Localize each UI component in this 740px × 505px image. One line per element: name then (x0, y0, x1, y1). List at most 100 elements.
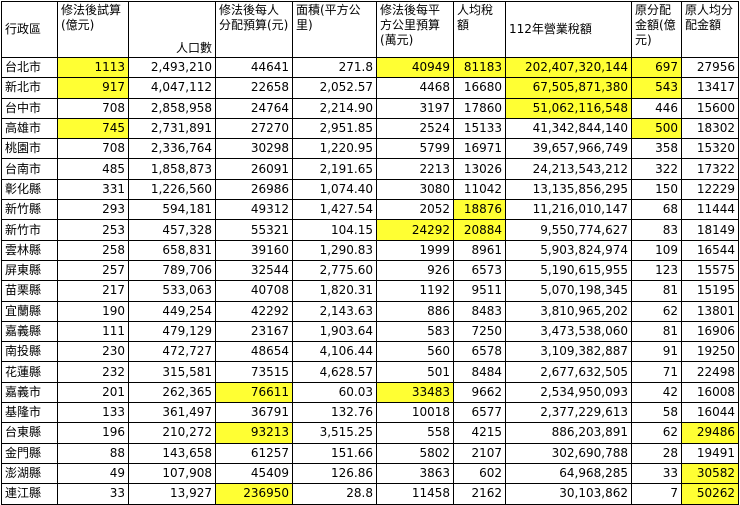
cell-tax-per-capita: 17860 (453, 97, 506, 119)
cell-revised-per-km2: 3197 (376, 97, 454, 119)
cell-original-per-capita: 17322 (681, 158, 739, 180)
cell-revised-per-capita: 61257 (215, 442, 293, 464)
cell-revised-per-capita: 36791 (215, 402, 293, 424)
cell-area: 1,820.31 (292, 280, 377, 302)
cell-revised-per-capita: 26986 (215, 178, 293, 201)
cell-revised-per-km2: 2052 (376, 199, 454, 221)
cell-business-tax-112: 11,216,010,147 (505, 199, 632, 221)
cell-district: 金門縣 (1, 442, 58, 464)
cell-original-per-capita: 50262 (681, 483, 739, 505)
table-row: 台中市 708 2,858,958 24764 2,214.90 3197 17860 51,… (1, 97, 739, 119)
cell-original-allocation: 697 (631, 56, 682, 79)
cell-original-per-capita: 15195 (681, 280, 739, 302)
cell-original-per-capita: 15575 (681, 259, 739, 282)
cell-area: 1,903.64 (292, 320, 377, 343)
cell-district: 苗栗縣 (1, 280, 58, 302)
cell-revised-per-capita: 40708 (215, 280, 293, 302)
header-district: 行政區 (1, 1, 58, 58)
cell-business-tax-112: 5,190,615,955 (505, 259, 632, 282)
cell-original-allocation: 358 (631, 138, 682, 160)
cell-original-allocation: 150 (631, 178, 682, 201)
cell-revised-per-km2: 5799 (376, 138, 454, 160)
cell-district: 澎湖縣 (1, 462, 58, 485)
cell-business-tax-112: 2,534,950,093 (505, 381, 632, 404)
cell-population: 143,658 (128, 442, 216, 464)
cell-original-allocation: 71 (631, 361, 682, 383)
cell-population: 262,365 (128, 381, 216, 404)
cell-revised-per-km2: 558 (376, 422, 454, 444)
cell-district: 新竹縣 (1, 199, 58, 221)
cell-area: 2,214.90 (292, 97, 377, 119)
cell-revised-per-capita: 49312 (215, 199, 293, 221)
cell-area: 1,074.40 (292, 178, 377, 201)
cell-district: 宜蘭縣 (1, 300, 58, 322)
cell-population: 210,272 (128, 422, 216, 444)
cell-original-per-capita: 16008 (681, 381, 739, 404)
cell-population: 107,908 (128, 462, 216, 485)
cell-district: 台中市 (1, 97, 58, 119)
table-row: 台北市 1113 2,493,210 44641 271.8 40949 81183 202,… (1, 56, 739, 79)
cell-revised-per-km2: 5802 (376, 442, 454, 464)
cell-population: 1,858,873 (128, 158, 216, 180)
cell-revised-per-capita: 236950 (215, 483, 293, 505)
cell-tax-per-capita: 602 (453, 462, 506, 485)
cell-original-allocation: 42 (631, 381, 682, 404)
cell-original-per-capita: 13417 (681, 77, 739, 99)
cell-population: 2,858,958 (128, 97, 216, 119)
cell-business-tax-112: 9,550,774,627 (505, 219, 632, 241)
table-row: 彰化縣 331 1,226,560 26986 1,074.40 3080 11042 13,… (1, 178, 739, 201)
cell-original-allocation: 500 (631, 117, 682, 140)
header-original-per-capita: 原人均分配金額 (681, 1, 739, 58)
cell-business-tax-112: 51,062,116,548 (505, 97, 632, 119)
cell-district: 台南市 (1, 158, 58, 180)
cell-area: 271.8 (292, 56, 377, 79)
cell-area: 4,628.57 (292, 361, 377, 383)
table-row: 宜蘭縣 190 449,254 42292 2,143.63 886 8483 3,810,9… (1, 300, 739, 322)
cell-tax-per-capita: 4215 (453, 422, 506, 444)
cell-original-per-capita: 29486 (681, 422, 739, 444)
table-body: 台北市 1113 2,493,210 44641 271.8 40949 81183 202,… (1, 56, 739, 505)
cell-original-per-capita: 19250 (681, 341, 739, 363)
cell-revised-per-capita: 39160 (215, 239, 293, 261)
table-row: 新竹縣 293 594,181 49312 1,427.54 2052 18876 11,21… (1, 199, 739, 221)
cell-revised-per-capita: 22658 (215, 77, 293, 99)
cell-original-allocation: 33 (631, 462, 682, 485)
cell-district: 嘉義市 (1, 381, 58, 404)
cell-original-per-capita: 15320 (681, 138, 739, 160)
cell-revised-per-capita: 32544 (215, 259, 293, 282)
cell-original-per-capita: 30582 (681, 462, 739, 485)
cell-revised-estimate: 257 (57, 259, 129, 282)
cell-revised-per-km2: 560 (376, 341, 454, 363)
cell-original-allocation: 81 (631, 320, 682, 343)
cell-revised-per-km2: 926 (376, 259, 454, 282)
header-tax-per-capita: 人均稅額 (453, 1, 506, 58)
cell-original-per-capita: 27956 (681, 56, 739, 79)
cell-population: 2,493,210 (128, 56, 216, 79)
cell-revised-estimate: 258 (57, 239, 129, 261)
cell-tax-per-capita: 6578 (453, 341, 506, 363)
table-row: 連江縣 33 13,927 236950 28.8 11458 2162 30,103,862… (1, 483, 739, 505)
table-row: 南投縣 230 472,727 48654 4,106.44 560 6578 3,109,3… (1, 341, 739, 363)
cell-population: 789,706 (128, 259, 216, 282)
cell-area: 2,143.63 (292, 300, 377, 322)
table-row: 屏東縣 257 789,706 32544 2,775.60 926 6573 5,190,6… (1, 259, 739, 282)
cell-revised-per-km2: 886 (376, 300, 454, 322)
table-row: 金門縣 88 143,658 61257 151.66 5802 2107 302,690,7… (1, 442, 739, 464)
cell-revised-per-capita: 44641 (215, 56, 293, 79)
cell-revised-estimate: 111 (57, 320, 129, 343)
cell-revised-per-km2: 2524 (376, 117, 454, 140)
cell-revised-estimate: 745 (57, 117, 129, 140)
cell-revised-estimate: 917 (57, 77, 129, 99)
table-row: 高雄市 745 2,731,891 27270 2,951.85 2524 15133 41,… (1, 117, 739, 140)
cell-original-per-capita: 16544 (681, 239, 739, 261)
cell-revised-per-km2: 10018 (376, 402, 454, 424)
cell-district: 嘉義縣 (1, 320, 58, 343)
cell-business-tax-112: 5,903,824,974 (505, 239, 632, 261)
table-row: 桃園市 708 2,336,764 30298 1,220.95 5799 16971 39,… (1, 138, 739, 160)
cell-population: 457,328 (128, 219, 216, 241)
cell-original-allocation: 62 (631, 422, 682, 444)
cell-district: 桃園市 (1, 138, 58, 160)
cell-revised-per-capita: 76611 (215, 381, 293, 404)
cell-area: 28.8 (292, 483, 377, 505)
cell-revised-per-capita: 26091 (215, 158, 293, 180)
